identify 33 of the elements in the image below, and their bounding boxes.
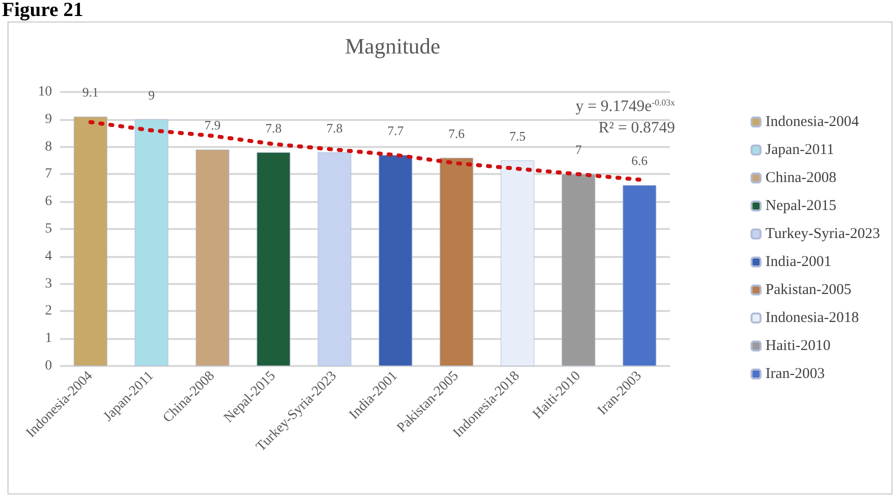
data-label: 7.8 [265,120,282,136]
chart-title: Magnitude [345,34,440,58]
legend-label: Indonesia-2018 [766,310,859,326]
data-label: 7 [575,142,582,158]
data-label: 7.5 [509,128,526,144]
legend-label: Turkey-Syria-2023 [766,226,880,242]
legend-label: Indonesia-2004 [766,114,860,130]
data-label: 9 [148,87,155,102]
data-label: 7.7 [387,123,404,138]
data-label: 6.6 [631,153,648,168]
legend-label: India-2001 [766,254,832,270]
data-label: 9.1 [82,84,99,100]
caption: Figure 21 [2,0,84,21]
legend-label: Nepal-2015 [766,198,836,214]
annotation: R² = 0.8749 [598,120,676,136]
legend-label: Pakistan-2005 [766,282,852,298]
y-tick-label: 0 [45,358,52,374]
y-tick-label: 2 [45,304,52,319]
y-tick-label: 4 [45,248,52,264]
data-label: 7.8 [326,120,343,136]
legend-label: China-2008 [766,170,836,186]
y-tick-label: 6 [45,194,52,210]
legend-label: Haiti-2010 [766,338,831,354]
legend-label: Japan-2011 [766,142,834,158]
y-tick-label: 8 [45,139,52,154]
y-tick-label: 1 [45,331,52,346]
y-tick-label: 10 [38,84,52,100]
y-tick-label: 3 [45,276,52,292]
y-tick-label: 5 [45,222,52,236]
y-tick-label: 7 [45,166,52,182]
y-tick-label: 9 [45,112,52,127]
data-label: 7.6 [448,126,466,141]
data-label: 7.9 [204,118,221,133]
